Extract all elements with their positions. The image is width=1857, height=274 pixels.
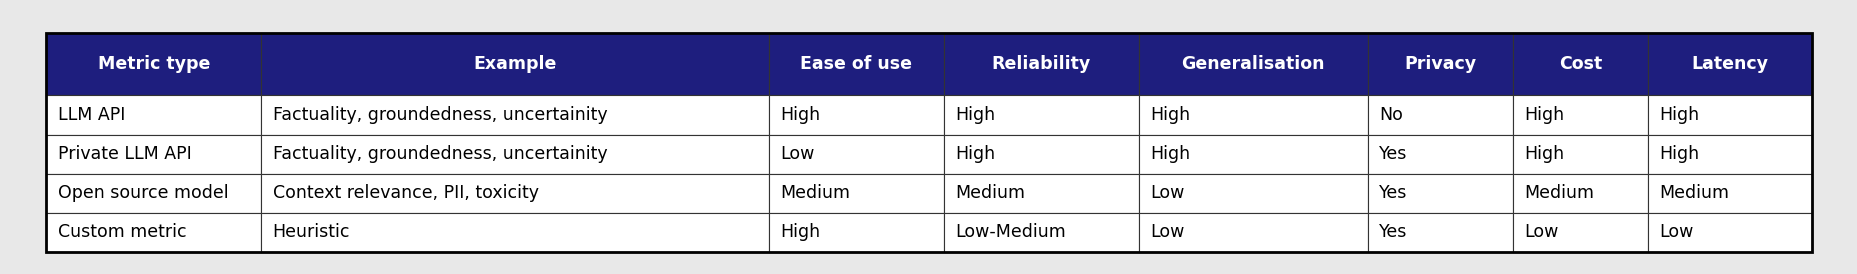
Bar <box>1512 33 1647 95</box>
Text: Yes: Yes <box>1378 224 1406 241</box>
Text: LLM API: LLM API <box>58 106 124 124</box>
Text: Open source model: Open source model <box>58 184 228 202</box>
Bar <box>1367 213 1512 252</box>
Bar <box>943 213 1138 252</box>
Text: Metric type: Metric type <box>98 55 210 73</box>
Text: High: High <box>1658 145 1699 163</box>
Bar <box>1138 95 1367 135</box>
Bar <box>262 33 769 95</box>
Text: Low-Medium: Low-Medium <box>954 224 1066 241</box>
Bar <box>1512 213 1647 252</box>
Bar <box>943 33 1138 95</box>
Bar <box>46 33 262 95</box>
Bar <box>46 95 262 135</box>
Text: Yes: Yes <box>1378 145 1406 163</box>
Text: High: High <box>954 145 995 163</box>
Text: Factuality, groundedness, uncertainity: Factuality, groundedness, uncertainity <box>273 145 607 163</box>
Bar <box>1367 135 1512 174</box>
Bar <box>943 135 1138 174</box>
Bar <box>262 213 769 252</box>
Bar <box>769 174 943 213</box>
Bar <box>1647 174 1811 213</box>
Text: High: High <box>1658 106 1699 124</box>
Text: High: High <box>780 106 819 124</box>
Text: Ease of use: Ease of use <box>800 55 912 73</box>
Bar <box>1647 135 1811 174</box>
Text: High: High <box>1149 106 1190 124</box>
Text: High: High <box>1149 145 1190 163</box>
Text: Example: Example <box>474 55 557 73</box>
Bar <box>1138 213 1367 252</box>
Bar <box>1647 33 1811 95</box>
Text: Factuality, groundedness, uncertainity: Factuality, groundedness, uncertainity <box>273 106 607 124</box>
Bar <box>46 213 262 252</box>
Text: Low: Low <box>1658 224 1694 241</box>
Bar <box>1512 174 1647 213</box>
Bar <box>769 95 943 135</box>
Text: Generalisation: Generalisation <box>1181 55 1324 73</box>
Text: High: High <box>954 106 995 124</box>
Bar <box>1512 95 1647 135</box>
Text: Low: Low <box>1149 184 1183 202</box>
Text: Low: Low <box>1149 224 1183 241</box>
Bar <box>1138 174 1367 213</box>
Text: High: High <box>1523 106 1564 124</box>
Text: Medium: Medium <box>954 184 1025 202</box>
Text: Heuristic: Heuristic <box>273 224 349 241</box>
Bar <box>769 33 943 95</box>
Text: High: High <box>1523 145 1564 163</box>
Bar <box>46 174 262 213</box>
Bar <box>1367 33 1512 95</box>
Text: No: No <box>1378 106 1402 124</box>
Bar <box>46 135 262 174</box>
Text: Low: Low <box>1523 224 1558 241</box>
Bar <box>262 174 769 213</box>
Bar <box>1647 95 1811 135</box>
Text: Latency: Latency <box>1690 55 1768 73</box>
Text: Medium: Medium <box>780 184 849 202</box>
Bar <box>769 213 943 252</box>
Bar <box>943 95 1138 135</box>
Text: Medium: Medium <box>1658 184 1729 202</box>
Bar <box>262 95 769 135</box>
Bar <box>1647 213 1811 252</box>
Bar <box>1138 135 1367 174</box>
Bar <box>46 33 1811 252</box>
Bar <box>1367 95 1512 135</box>
Text: Reliability: Reliability <box>992 55 1090 73</box>
Text: Private LLM API: Private LLM API <box>58 145 191 163</box>
Text: Context relevance, PII, toxicity: Context relevance, PII, toxicity <box>273 184 539 202</box>
Text: Medium: Medium <box>1523 184 1593 202</box>
Bar <box>1367 174 1512 213</box>
Bar <box>262 135 769 174</box>
Bar <box>769 135 943 174</box>
Bar <box>1512 135 1647 174</box>
Text: Privacy: Privacy <box>1404 55 1476 73</box>
Text: Low: Low <box>780 145 813 163</box>
Bar <box>943 174 1138 213</box>
Text: Yes: Yes <box>1378 184 1406 202</box>
Bar <box>1138 33 1367 95</box>
Text: High: High <box>780 224 819 241</box>
Text: Cost: Cost <box>1558 55 1601 73</box>
Text: Custom metric: Custom metric <box>58 224 186 241</box>
